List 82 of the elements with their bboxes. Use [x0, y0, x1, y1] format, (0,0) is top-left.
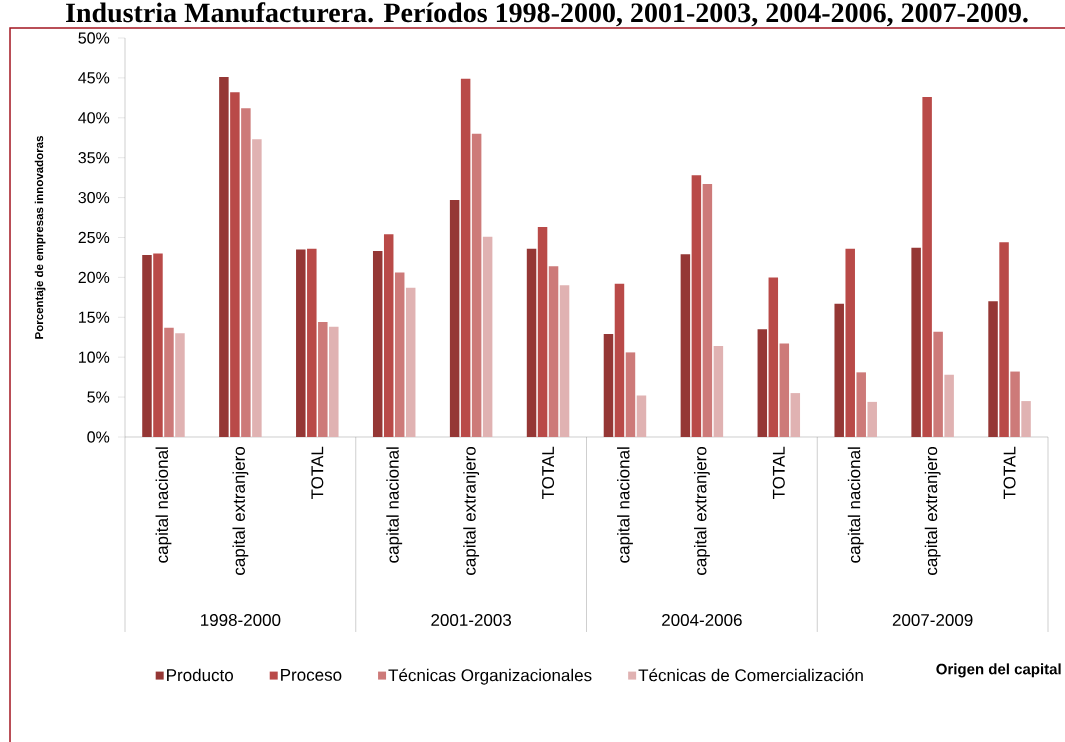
- bar: [603, 334, 614, 437]
- x-tick-label: capital extranjero: [924, 446, 941, 575]
- x-tick-label: capital nacional: [617, 447, 633, 563]
- legend-label: Técnicas Organizacionales: [388, 668, 592, 685]
- bar: [636, 395, 647, 437]
- bar: [1010, 371, 1020, 437]
- chart-title: Industria Manufacturera. Períodos 1998-2000, 2001-2003, 2004-2006, 2007-2009.: [66, 2, 1028, 27]
- bar: [768, 277, 779, 437]
- y-tick-label: 50%: [78, 32, 110, 44]
- bar: [471, 133, 482, 437]
- x-tick-label: capital extranjero: [463, 446, 480, 575]
- bar: [482, 236, 493, 437]
- y-axis-title: Porcentaje de empresas innovadoras: [34, 136, 46, 339]
- y-tick-label: 25%: [78, 231, 110, 244]
- bar: [252, 139, 262, 437]
- bar: [790, 393, 801, 437]
- bar: [318, 322, 328, 437]
- bar: [230, 92, 240, 437]
- bar: [460, 78, 471, 437]
- bar: [241, 108, 251, 437]
- bar: [153, 253, 163, 437]
- y-tick-label: 30%: [78, 191, 110, 204]
- bar: [1021, 401, 1031, 437]
- y-tick-label: 0%: [87, 431, 110, 443]
- bar: [988, 301, 998, 437]
- y-tick-label: 5%: [87, 391, 110, 403]
- text: 2007-2009: [892, 613, 973, 627]
- x-tick-label: TOTAL: [1003, 446, 1016, 500]
- text: 1998-2000: [201, 613, 281, 627]
- bar: [164, 327, 174, 437]
- bar: [911, 247, 921, 437]
- bar: [394, 272, 405, 437]
- text: 2004-2006: [662, 613, 742, 627]
- bar: [537, 227, 548, 437]
- x-tick-label: capital extranjero: [693, 446, 710, 575]
- bar: [449, 199, 460, 437]
- bar: [845, 248, 855, 437]
- bar: [175, 333, 185, 437]
- bar: [779, 343, 790, 437]
- bar: [548, 266, 559, 437]
- bar: [713, 346, 724, 437]
- x-tick-label: capital nacional: [155, 447, 172, 563]
- legend-label: Técnicas de Comercialización: [638, 668, 863, 682]
- bar: [702, 184, 713, 437]
- legend-label: Proceso: [281, 668, 342, 681]
- bar: [329, 326, 339, 437]
- x-tick-label: TOTAL: [311, 446, 324, 500]
- y-tick-label: 10%: [79, 351, 110, 363]
- bar: [614, 283, 625, 437]
- bar: [307, 248, 317, 437]
- bar: [834, 303, 844, 437]
- bar: [856, 372, 866, 437]
- bar: [142, 255, 152, 437]
- y-tick-label: 20%: [78, 271, 110, 284]
- y-tick-label: 35%: [78, 152, 110, 164]
- legend-label: Producto: [167, 668, 233, 682]
- bar: [296, 249, 306, 437]
- x-tick-label: capital extranjero: [232, 446, 249, 575]
- bar: [526, 248, 537, 437]
- bar: [757, 329, 768, 437]
- y-tick-label: 15%: [79, 311, 110, 323]
- bar: [680, 254, 691, 437]
- bar: [922, 97, 932, 437]
- x-tick-label: capital nacional: [847, 447, 864, 563]
- bar: [867, 401, 877, 437]
- bar: [691, 175, 702, 437]
- bar: [625, 352, 636, 437]
- text: Origen del capital: [936, 663, 1061, 678]
- y-tick-label: 45%: [78, 72, 110, 84]
- bar: [933, 331, 943, 437]
- x-tick-label: TOTAL: [772, 446, 785, 500]
- bar: [999, 242, 1009, 437]
- bar: [559, 285, 570, 437]
- x-tick-label: TOTAL: [542, 446, 555, 500]
- text: 2001-2003: [431, 613, 512, 627]
- x-tick-label: capital nacional: [386, 447, 403, 563]
- y-tick-label: 40%: [78, 112, 110, 124]
- bar: [944, 374, 954, 437]
- bar: [219, 77, 229, 437]
- bar: [405, 287, 416, 437]
- bar: [372, 251, 383, 437]
- bar: [383, 234, 394, 437]
